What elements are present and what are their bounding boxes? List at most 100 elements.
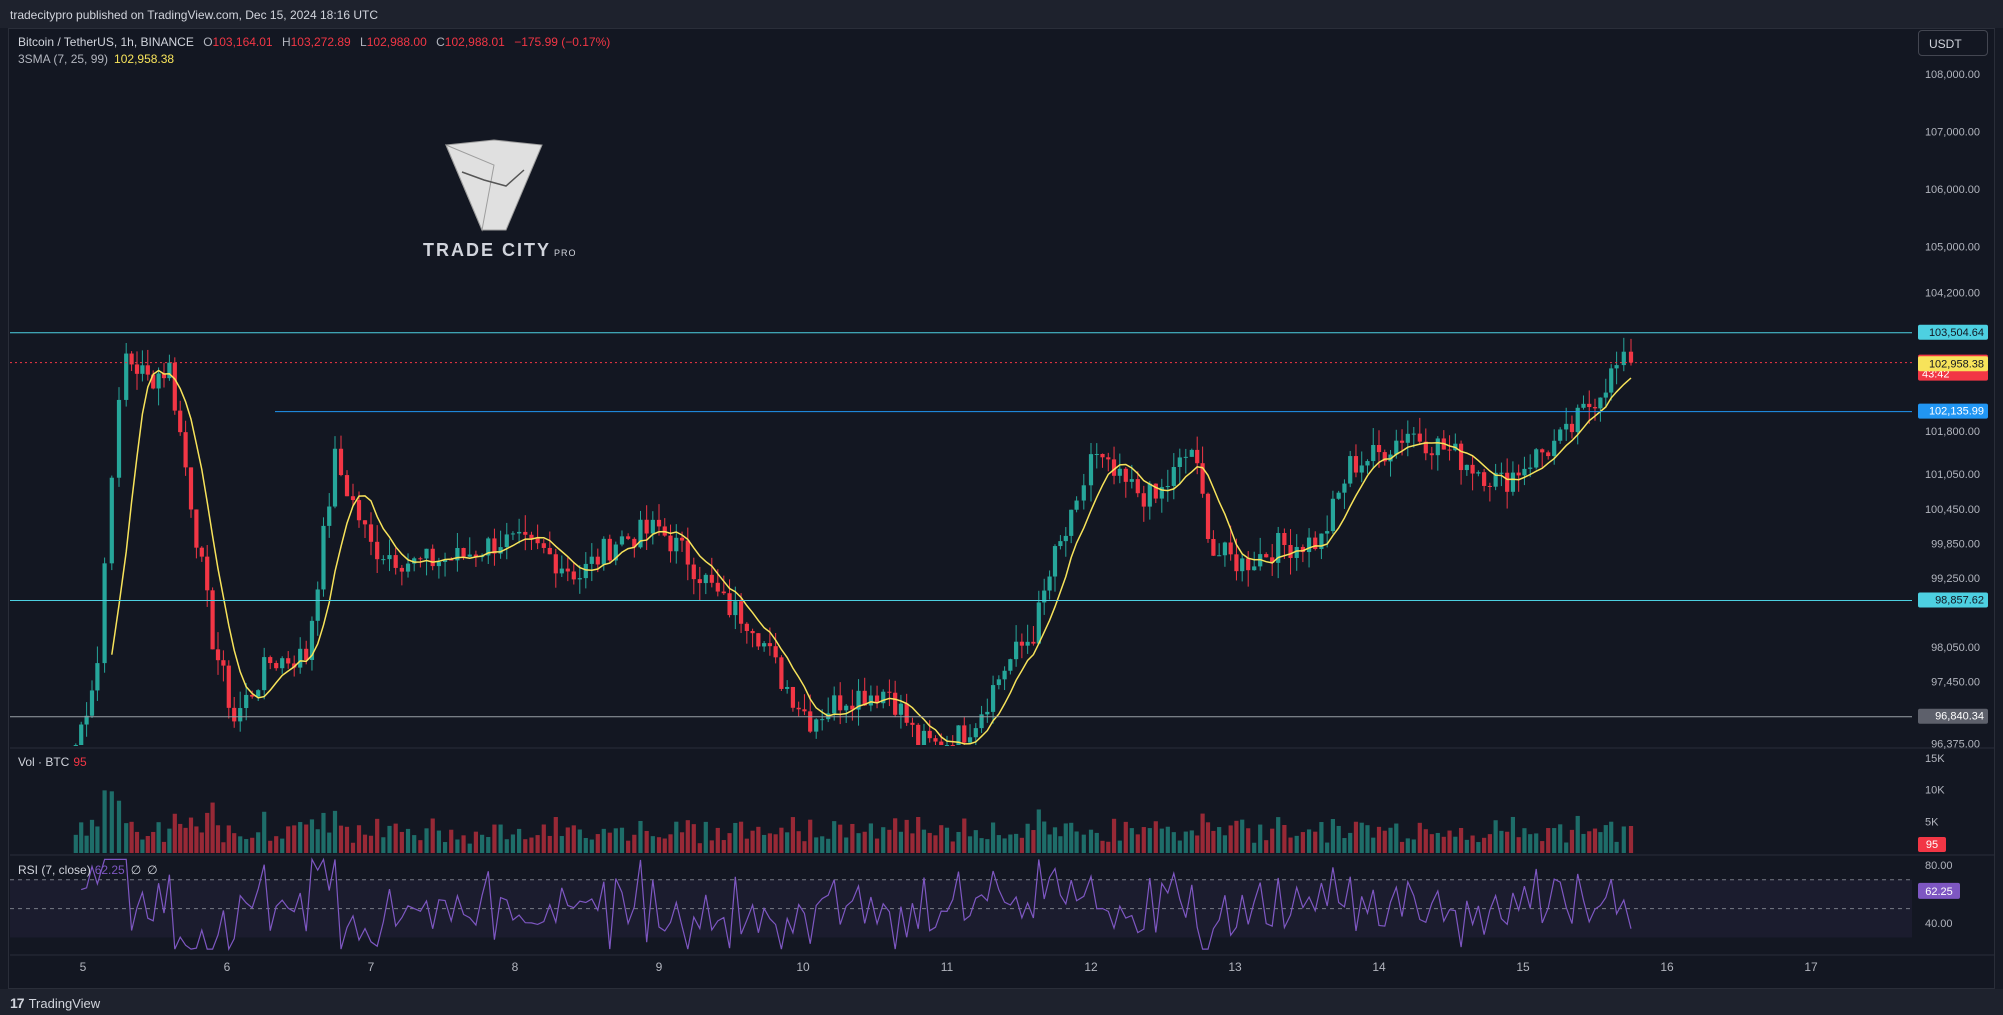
- volume-bar: [430, 818, 435, 853]
- candle-body: [601, 538, 606, 565]
- candle-body: [1074, 500, 1079, 510]
- candle-body: [262, 657, 267, 691]
- volume-bar: [1063, 823, 1068, 853]
- volume-legend[interactable]: Vol · BTC 95: [18, 755, 87, 769]
- volume-bar: [1264, 840, 1269, 853]
- volume-bar: [1319, 822, 1324, 853]
- candle-body: [744, 623, 749, 632]
- volume-bar: [862, 831, 867, 853]
- volume-bar: [517, 828, 522, 853]
- candle-body: [362, 520, 368, 525]
- volume-bar: [844, 837, 849, 853]
- price-axis-tick: 98,050.00: [1931, 642, 1980, 654]
- candle-body: [356, 500, 362, 521]
- volume-bar: [607, 832, 612, 853]
- candle-body: [226, 665, 231, 708]
- candle-body: [1288, 544, 1293, 558]
- symbol-name[interactable]: Bitcoin / TetherUS, 1h, BINANCE: [18, 35, 194, 49]
- tradingview-logo[interactable]: 17 TradingView: [10, 995, 100, 1011]
- candle-body: [656, 519, 662, 527]
- time-axis-tick: 8: [512, 960, 519, 974]
- candle-body: [1081, 485, 1086, 501]
- candle-body: [424, 548, 429, 559]
- candle-body: [183, 432, 188, 468]
- volume-bar: [102, 790, 107, 853]
- volume-bar: [856, 833, 861, 853]
- volume-bar: [1470, 835, 1475, 853]
- candle-body: [1240, 558, 1245, 572]
- candle-body: [1522, 468, 1527, 476]
- candle-body: [304, 648, 309, 660]
- time-axis-tick: 14: [1372, 960, 1386, 974]
- candle-body: [956, 725, 961, 745]
- volume-bar: [832, 821, 837, 853]
- volume-bar: [1047, 834, 1052, 853]
- volume-bar: [881, 827, 886, 853]
- price-label-text: 96,840.34: [1935, 711, 1984, 723]
- candle-body: [368, 524, 374, 542]
- candle-body: [762, 643, 767, 647]
- volume-bar: [215, 825, 221, 853]
- price-label-tag: [1918, 592, 1988, 608]
- volume-bar: [1365, 825, 1370, 853]
- volume-bar: [1505, 831, 1510, 853]
- volume-bar: [449, 829, 454, 853]
- volume-bar: [874, 838, 880, 853]
- price-label-tag: [1918, 324, 1988, 340]
- volume-bar: [405, 828, 411, 853]
- volume-bar: [286, 826, 291, 853]
- candle-body: [785, 686, 790, 689]
- volume-bar: [1382, 830, 1387, 853]
- rsi-legend[interactable]: RSI (7, close) 62.25 ∅ ∅: [18, 863, 158, 877]
- candle-body: [685, 540, 690, 565]
- volume-bar: [1111, 818, 1117, 853]
- currency-button[interactable]: USDT: [1918, 30, 1988, 56]
- volume-bar: [199, 832, 204, 853]
- candle-body: [79, 724, 84, 745]
- candle-body: [796, 707, 801, 710]
- candle-body: [1106, 457, 1111, 460]
- volume-bar: [910, 833, 915, 853]
- candle-body: [547, 547, 552, 555]
- volume-bar: [1129, 828, 1134, 853]
- volume-bar: [183, 827, 188, 853]
- candle-body: [461, 548, 466, 557]
- candle-body: [779, 657, 784, 689]
- price-axis-tick: 106,000.00: [1925, 184, 1980, 196]
- candle-body: [1094, 453, 1099, 455]
- candle-body: [116, 399, 122, 478]
- price-label-tag: [1918, 356, 1988, 372]
- volume-bar: [750, 830, 755, 853]
- volume-bar: [1336, 825, 1341, 853]
- candle-body: [1458, 443, 1464, 471]
- volume-bar: [338, 825, 344, 853]
- rsi-label: RSI (7, close): [18, 863, 91, 877]
- price-label-tag: [1918, 708, 1988, 724]
- candle-body: [286, 658, 291, 664]
- volume-bar: [1189, 830, 1194, 853]
- candle-body: [1435, 438, 1440, 456]
- logo-facet: [445, 144, 495, 232]
- candle-body: [1019, 641, 1024, 646]
- time-axis-tick: 15: [1516, 960, 1530, 974]
- volume-bar: [571, 825, 576, 853]
- candle-body: [161, 373, 167, 379]
- volume-bar: [733, 822, 738, 853]
- candle-body: [541, 543, 546, 548]
- volume-bar: [315, 829, 320, 853]
- candle-body: [944, 745, 950, 746]
- candle-body: [1609, 368, 1614, 393]
- candle-body: [814, 719, 819, 732]
- candle-body: [1042, 590, 1047, 603]
- candle-body: [756, 633, 761, 647]
- time-axis-tick: 5: [80, 960, 87, 974]
- candle-body: [1598, 397, 1603, 409]
- volume-bar: [1423, 829, 1428, 853]
- volume-bar: [1106, 841, 1111, 853]
- sma-legend[interactable]: 3SMA (7, 25, 99) 102,958.38: [18, 52, 174, 66]
- volume-bar: [1628, 825, 1634, 853]
- volume-bar: [194, 826, 199, 853]
- candle-body: [344, 475, 350, 497]
- volume-bar: [1581, 833, 1586, 853]
